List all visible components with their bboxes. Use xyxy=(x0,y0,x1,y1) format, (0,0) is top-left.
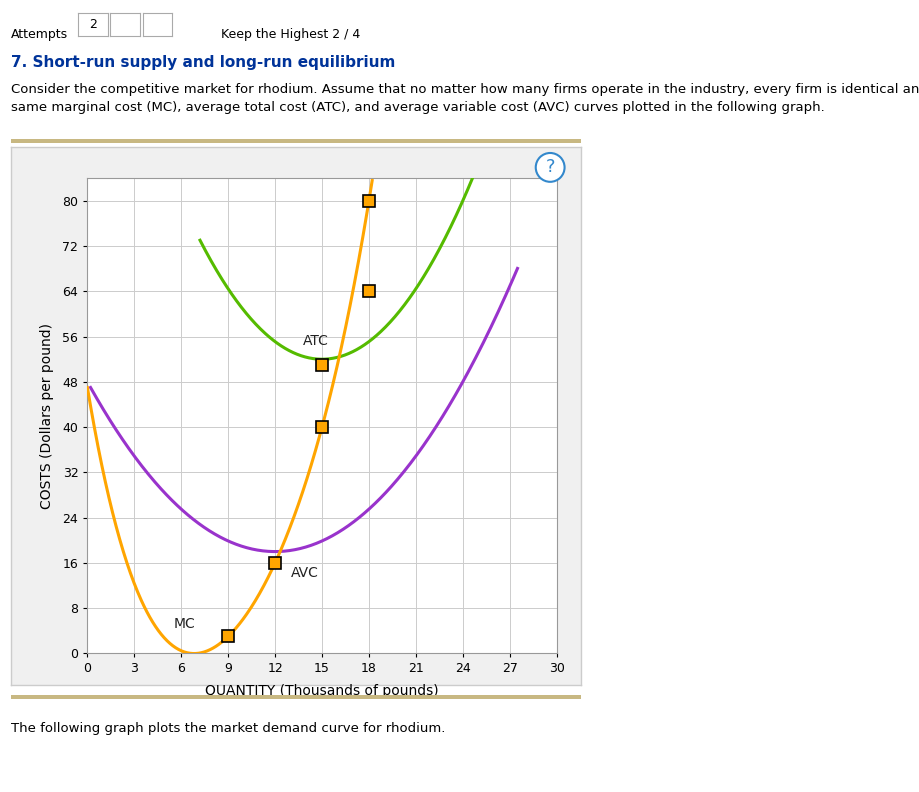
Text: MC: MC xyxy=(173,617,195,631)
Text: 7. Short-run supply and long-run equilibrium: 7. Short-run supply and long-run equilib… xyxy=(11,55,395,70)
Text: The following graph plots the market demand curve for rhodium.: The following graph plots the market dem… xyxy=(11,722,445,735)
Text: ?: ? xyxy=(545,158,554,177)
Text: AVC: AVC xyxy=(290,566,318,580)
Text: same marginal cost (MC), average total cost (ATC), and average variable cost (AV: same marginal cost (MC), average total c… xyxy=(11,101,824,114)
Text: 2: 2 xyxy=(89,18,96,31)
Text: Consider the competitive market for rhodium. Assume that no matter how many firm: Consider the competitive market for rhod… xyxy=(11,83,919,96)
Text: Keep the Highest 2 / 4: Keep the Highest 2 / 4 xyxy=(221,28,359,40)
X-axis label: QUANTITY (Thousands of pounds): QUANTITY (Thousands of pounds) xyxy=(205,683,438,698)
Text: ATC: ATC xyxy=(303,334,329,348)
Text: Attempts: Attempts xyxy=(11,28,68,40)
Y-axis label: COSTS (Dollars per pound): COSTS (Dollars per pound) xyxy=(40,323,54,508)
